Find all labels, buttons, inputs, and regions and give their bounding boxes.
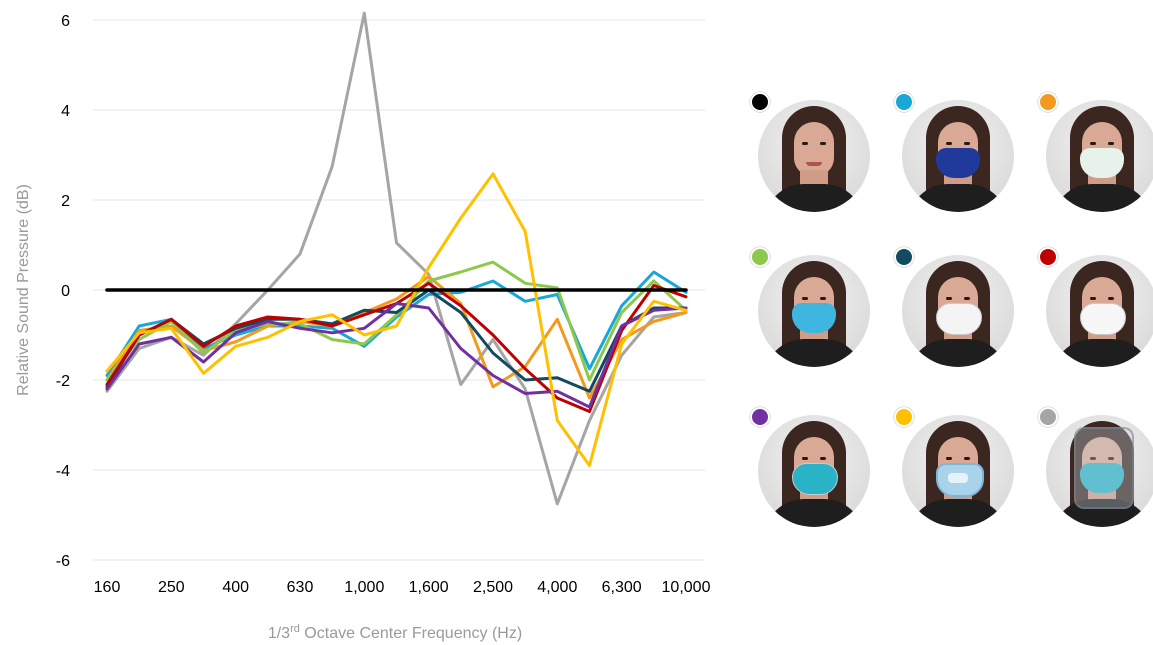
series-line bbox=[105, 302, 688, 409]
legend-item bbox=[1038, 407, 1153, 527]
legend-color-dot bbox=[750, 92, 770, 112]
face-no-mask-icon bbox=[758, 100, 870, 212]
series-line bbox=[105, 260, 688, 382]
face-patterned-mask-icon bbox=[1046, 100, 1153, 212]
legend-color-dot bbox=[750, 407, 770, 427]
face-shield-n95-icon bbox=[1046, 415, 1153, 527]
face-n95-respirator-icon bbox=[902, 255, 1014, 367]
x-tick-label: 10,000 bbox=[662, 579, 711, 596]
line-chart: 6 4 2 0 -2 -4 -6 160 250 400 630 1,000 1,600 2,500 4,… bbox=[15, 11, 711, 642]
legend-item bbox=[894, 92, 1014, 212]
legend-item bbox=[750, 247, 870, 367]
series-line bbox=[105, 275, 688, 400]
legend-photo-grid bbox=[750, 92, 1153, 532]
x-tick-label: 630 bbox=[287, 579, 314, 596]
y-tick-label: -6 bbox=[56, 553, 70, 570]
face-cloth-mask-icon bbox=[902, 100, 1014, 212]
x-tick-label: 400 bbox=[222, 579, 249, 596]
face-leopard-mask-icon bbox=[758, 255, 870, 367]
x-axis-title-superscript: rd bbox=[290, 623, 300, 635]
legend-color-dot bbox=[750, 247, 770, 267]
y-tick-labels: 6 4 2 0 -2 -4 -6 bbox=[56, 13, 70, 570]
y-tick-label: 4 bbox=[61, 103, 70, 120]
legend-item bbox=[894, 407, 1014, 527]
series-line bbox=[105, 270, 688, 377]
x-axis-title: 1/3rd Octave Center Frequency (Hz) bbox=[268, 623, 522, 642]
series-lines bbox=[105, 11, 688, 506]
x-tick-label: 6,300 bbox=[602, 579, 642, 596]
series-line bbox=[105, 172, 688, 467]
series-line bbox=[105, 11, 688, 506]
legend-color-dot bbox=[894, 247, 914, 267]
x-tick-label: 1,600 bbox=[409, 579, 449, 596]
legend-color-dot bbox=[1038, 247, 1058, 267]
legend-item bbox=[750, 407, 870, 527]
y-tick-label: 6 bbox=[61, 13, 70, 30]
x-axis-title-suffix: Octave Center Frequency (Hz) bbox=[300, 625, 522, 642]
x-tick-label: 2,500 bbox=[473, 579, 513, 596]
x-tick-label: 1,000 bbox=[344, 579, 384, 596]
y-tick-label: 0 bbox=[61, 283, 70, 300]
legend-item bbox=[1038, 247, 1153, 367]
face-clear-window-mask-icon bbox=[902, 415, 1014, 527]
x-tick-label: 160 bbox=[94, 579, 121, 596]
legend-color-dot bbox=[894, 407, 914, 427]
y-tick-label: 2 bbox=[61, 193, 70, 210]
y-axis-title: Relative Sound Pressure (dB) bbox=[15, 184, 32, 396]
legend-item bbox=[750, 92, 870, 212]
legend-item bbox=[894, 247, 1014, 367]
x-tick-label: 4,000 bbox=[537, 579, 577, 596]
x-axis-title-prefix: 1/3 bbox=[268, 625, 290, 642]
series-line bbox=[105, 288, 688, 393]
legend-item bbox=[1038, 92, 1153, 212]
x-tick-label: 250 bbox=[158, 579, 185, 596]
face-n95-valve-respirator-icon bbox=[1046, 255, 1153, 367]
y-tick-label: -2 bbox=[56, 373, 70, 390]
legend-color-dot bbox=[1038, 407, 1058, 427]
legend-color-dot bbox=[894, 92, 914, 112]
y-tick-label: -4 bbox=[56, 463, 70, 480]
x-tick-labels: 160 250 400 630 1,000 1,600 2,500 4,000 6,300 10,… bbox=[94, 579, 711, 596]
face-surgical-n95-icon bbox=[758, 415, 870, 527]
legend-color-dot bbox=[1038, 92, 1058, 112]
